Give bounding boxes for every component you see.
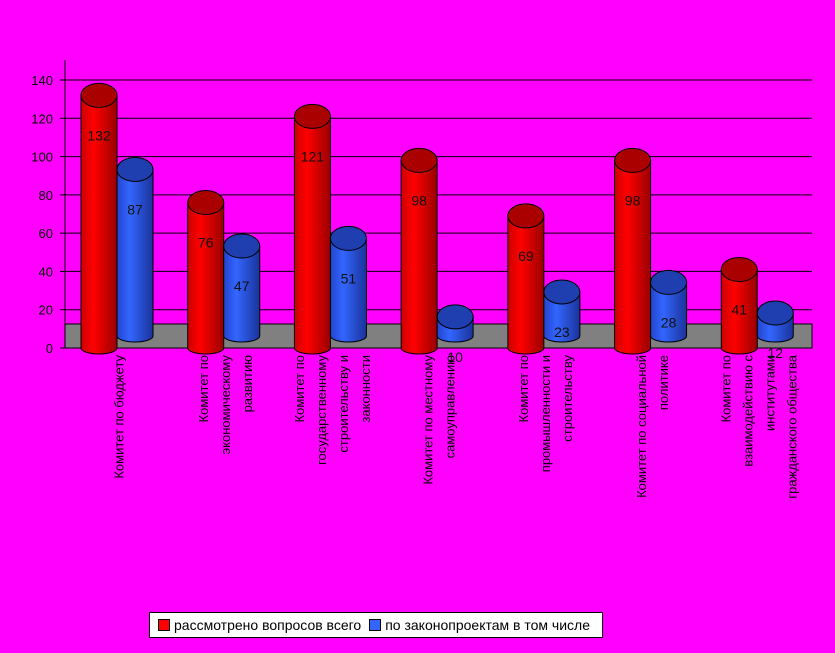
bar-top <box>650 269 688 295</box>
bar-body <box>80 94 118 355</box>
bar-cylinder <box>80 82 118 355</box>
y-tick-label: 0 <box>46 341 53 356</box>
data-label: 41 <box>731 302 747 318</box>
category-label: Комитет по социальной <box>634 355 649 498</box>
y-axis-ticks: 0 20 40 60 80 100 120 140 <box>31 60 66 356</box>
bar-cylinder <box>507 203 545 355</box>
bar-top <box>400 147 438 173</box>
bar-body <box>400 159 438 355</box>
legend-item-bills: по законопроектам в том числе <box>367 617 590 633</box>
bar-top <box>187 190 225 216</box>
legend-swatch-blue <box>369 619 382 631</box>
data-label: 98 <box>625 192 641 208</box>
y-tick-label: 120 <box>31 111 53 126</box>
bar-top <box>507 203 545 229</box>
category-label: институтами <box>763 355 778 431</box>
bar-top <box>293 103 331 129</box>
bar-top <box>543 279 581 305</box>
category-label: Комитет по <box>719 355 734 422</box>
y-tick-label: 80 <box>39 188 53 203</box>
data-label: 76 <box>198 235 214 251</box>
bar-body <box>293 115 331 355</box>
category-label: Комитет по <box>516 355 531 422</box>
category-label: государственному <box>314 355 329 465</box>
y-tick-label: 60 <box>39 226 53 241</box>
category-label: экономическому <box>218 355 233 455</box>
bar-cylinder <box>187 190 225 355</box>
legend-item-total: рассмотрено вопросов всего <box>156 617 361 633</box>
category-label: Комитет по бюджету <box>111 355 126 479</box>
legend-label-bills: по законопроектам в том числе <box>385 617 590 633</box>
category-label: политике <box>656 355 671 410</box>
category-label: строительству и <box>336 355 351 453</box>
y-tick-label: 140 <box>31 73 53 88</box>
data-label: 23 <box>554 324 570 340</box>
bar-top <box>614 147 652 173</box>
data-label: 98 <box>411 192 427 208</box>
gridlines <box>65 79 812 311</box>
bar-cylinder <box>436 304 474 343</box>
bar-top <box>720 257 758 283</box>
bar-top <box>756 300 794 326</box>
bar-top <box>116 156 154 182</box>
bar-body <box>650 281 688 343</box>
data-label: 51 <box>341 270 357 286</box>
bar-cylinder <box>720 257 758 355</box>
data-label: 132 <box>87 127 111 143</box>
bar-cylinder <box>650 269 688 343</box>
data-label: 10 <box>447 349 463 365</box>
bar-body <box>187 202 225 355</box>
data-label: 12 <box>767 345 783 361</box>
data-label: 28 <box>661 314 677 330</box>
legend-label-total: рассмотрено вопросов всего <box>174 617 362 633</box>
bar-top <box>329 225 367 251</box>
y-tick-label: 20 <box>39 303 53 318</box>
bar-cylinder <box>223 233 261 343</box>
bar-body <box>223 245 261 343</box>
y-tick-label: 40 <box>39 264 53 279</box>
bar-body <box>116 168 154 343</box>
bar-cylinder <box>293 103 331 355</box>
category-label: Комитет по <box>196 355 211 422</box>
bar-top <box>436 304 474 330</box>
category-label: развитию <box>240 355 255 413</box>
legend: рассмотрено вопросов всего по законопрое… <box>149 612 603 638</box>
category-label: взаимодействию с <box>741 355 756 467</box>
bar-body <box>329 237 367 343</box>
bar-cylinder <box>116 156 154 343</box>
bar-cylinder <box>756 300 794 343</box>
bar-cylinder <box>614 147 652 355</box>
bars: 132 76 121 98 69 98 41 87 47 51 10 23 28 12 <box>80 82 794 365</box>
category-label: самоуправлению <box>443 355 458 459</box>
legend-swatch-red <box>158 619 170 631</box>
bar-top <box>223 233 261 259</box>
data-label: 87 <box>127 201 143 217</box>
bar-body <box>614 159 652 355</box>
category-label: Комитет по местному <box>421 355 436 485</box>
data-label: 69 <box>518 248 534 264</box>
bar-body <box>720 269 758 355</box>
category-label: строительству <box>560 355 575 442</box>
data-label: 121 <box>301 148 325 164</box>
category-label: законности <box>358 355 373 423</box>
bar-body <box>543 291 581 343</box>
bar-body <box>507 215 545 355</box>
bar-top <box>80 82 118 108</box>
bar-cylinder <box>543 279 581 343</box>
data-label: 47 <box>234 278 250 294</box>
y-tick-label: 100 <box>31 150 53 165</box>
bar-cylinder <box>329 225 367 343</box>
category-label: Комитет по <box>292 355 307 422</box>
category-label: гражданского общества <box>785 354 800 498</box>
x-axis-labels: Комитет по бюджету Комитет по экономическо… <box>111 354 799 498</box>
bar-cylinder <box>400 147 438 355</box>
category-label: промышленности и <box>538 355 553 472</box>
